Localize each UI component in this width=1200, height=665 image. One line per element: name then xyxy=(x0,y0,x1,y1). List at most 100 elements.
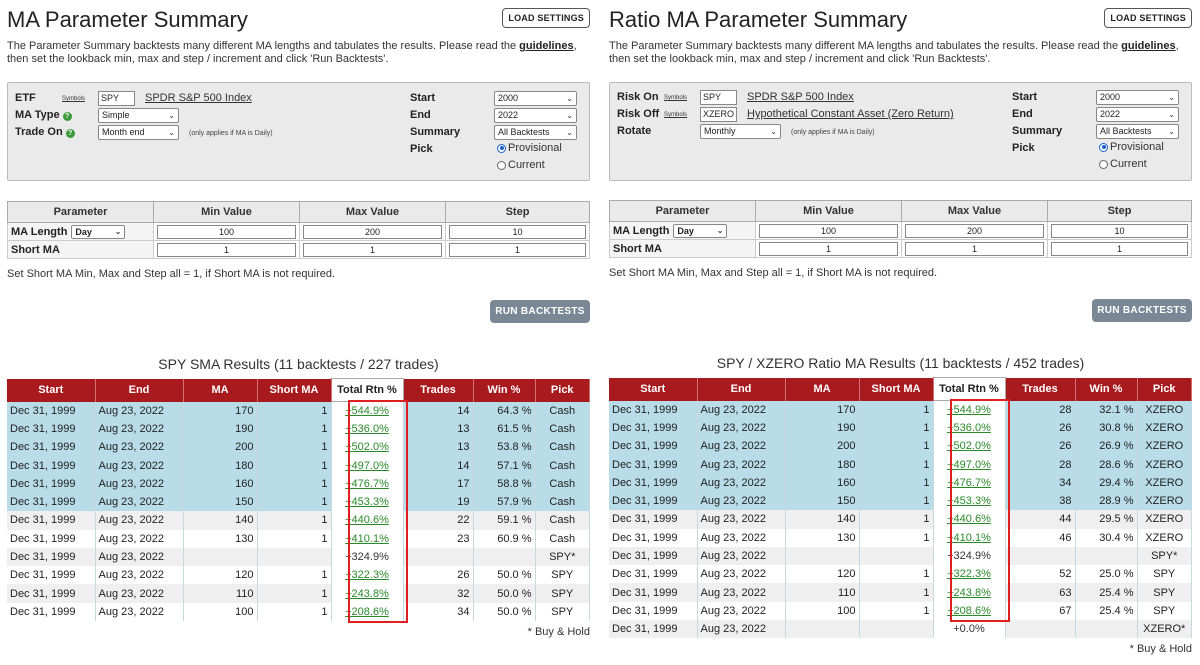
symbols-link[interactable]: Symbols xyxy=(62,96,86,102)
start-year-select[interactable]: 2000 ⌄ xyxy=(494,91,577,106)
total-return-link[interactable]: +502.0% xyxy=(947,440,991,453)
total-return-link[interactable]: +544.9% xyxy=(345,404,389,417)
table-row: Dec 31, 1999 Aug 23, 2022 140 1 +440.6% 44 29.… xyxy=(609,510,1192,529)
trades-header[interactable]: Trades xyxy=(1005,377,1076,401)
etf-symbol-input[interactable]: SPY xyxy=(98,91,135,106)
total-return-link[interactable]: +208.6% xyxy=(947,604,991,617)
total-return-link[interactable]: +497.0% xyxy=(345,459,389,472)
risk-on-name-link[interactable]: SPDR S&P 500 Index xyxy=(747,91,854,103)
total-return-cell: +208.6% xyxy=(933,601,1006,621)
ma-max-cell: 200 xyxy=(299,222,446,241)
pick-current-radio[interactable]: Current xyxy=(497,159,545,171)
ma-max-input[interactable]: 200 xyxy=(303,224,442,239)
win-pct-cell: 29.5 % xyxy=(1075,510,1138,529)
summary-select[interactable]: All Backtests ⌄ xyxy=(494,125,577,140)
total-return-link[interactable]: +410.1% xyxy=(345,532,389,545)
table-row: Dec 31, 1999 Aug 23, 2022 170 1 +544.9% 14 64.… xyxy=(7,401,590,420)
total-return-link[interactable]: +502.0% xyxy=(345,441,389,454)
start-header[interactable]: Start xyxy=(7,378,96,402)
total-return-header[interactable]: Total Rtn % xyxy=(932,377,1006,401)
short-max-input[interactable]: 1 xyxy=(303,242,442,257)
ma-step-input[interactable]: 10 xyxy=(1051,223,1188,238)
rotate-select[interactable]: Monthly ⌄ xyxy=(700,124,781,139)
end-header[interactable]: End xyxy=(95,378,184,402)
risk-off-name-link[interactable]: Hypothetical Constant Asset (Zero Return… xyxy=(747,108,954,120)
ma-length-unit-select[interactable]: Day ⌄ xyxy=(673,223,728,238)
end-year-select[interactable]: 2022 ⌄ xyxy=(494,108,577,123)
short-ma-header[interactable]: Short MA xyxy=(257,378,332,402)
total-return-link[interactable]: +208.6% xyxy=(345,605,389,618)
trade-on-select[interactable]: Month end ⌄ xyxy=(98,125,179,140)
win-pct-cell: 29.4 % xyxy=(1075,473,1138,492)
etf-name-link[interactable]: SPDR S&P 500 Index xyxy=(145,92,252,104)
symbols-link[interactable]: Symbols xyxy=(664,112,688,118)
ma-cell: 130 xyxy=(183,529,258,548)
win-pct-cell: 50.0 % xyxy=(473,602,536,622)
load-settings-button[interactable]: LOAD SETTINGS xyxy=(1104,8,1192,28)
pick-cell: SPY xyxy=(1137,601,1192,621)
ma-min-cell: 100 xyxy=(153,222,300,241)
table-row: Dec 31, 1999 Aug 23, 2022 160 1 +476.7% 34 29.… xyxy=(609,473,1192,492)
short-max-cell: 1 xyxy=(299,240,446,259)
pick-provisional-radio[interactable]: Provisional xyxy=(1099,141,1164,153)
short-min-input[interactable]: 1 xyxy=(759,241,898,256)
ma-type-select[interactable]: Simple ⌄ xyxy=(98,108,179,123)
pick-header[interactable]: Pick xyxy=(1137,377,1192,401)
total-return-link[interactable]: +536.0% xyxy=(345,422,389,435)
start-year-select[interactable]: 2000 ⌄ xyxy=(1096,90,1179,105)
total-return-link[interactable]: +440.6% xyxy=(345,514,389,527)
total-return-link[interactable]: +497.0% xyxy=(947,458,991,471)
short-min-input[interactable]: 1 xyxy=(157,242,296,257)
total-return-link[interactable]: +536.0% xyxy=(947,421,991,434)
total-return-link[interactable]: +453.3% xyxy=(947,495,991,508)
short-max-input[interactable]: 1 xyxy=(905,241,1044,256)
ma-header[interactable]: MA xyxy=(785,377,860,401)
total-return-link[interactable]: +410.1% xyxy=(947,531,991,544)
guidelines-link[interactable]: guidelines xyxy=(1121,40,1176,52)
short-ma-header[interactable]: Short MA xyxy=(859,377,934,401)
chevron-down-icon: ⌄ xyxy=(566,128,573,137)
ma-length-unit-select[interactable]: Day ⌄ xyxy=(71,224,126,239)
total-return-link[interactable]: +243.8% xyxy=(345,587,389,600)
risk-on-symbol-input[interactable]: SPY xyxy=(700,90,737,105)
ma-step-input[interactable]: 10 xyxy=(449,224,586,239)
help-icon[interactable]: ? xyxy=(62,112,72,121)
total-return-header[interactable]: Total Rtn % xyxy=(330,378,404,402)
run-backtests-button[interactable]: RUN BACKTESTS xyxy=(1092,299,1192,322)
pick-current-radio[interactable]: Current xyxy=(1099,158,1147,170)
symbols-link[interactable]: Symbols xyxy=(664,95,688,101)
ma-min-input[interactable]: 100 xyxy=(157,224,296,239)
end-year-select[interactable]: 2022 ⌄ xyxy=(1096,107,1179,122)
win-pct-header[interactable]: Win % xyxy=(473,378,536,402)
step-header: Step xyxy=(1047,200,1192,222)
total-return-link[interactable]: +243.8% xyxy=(947,586,991,599)
start-header[interactable]: Start xyxy=(609,377,698,401)
win-pct-header[interactable]: Win % xyxy=(1075,377,1138,401)
run-backtests-button[interactable]: RUN BACKTESTS xyxy=(490,300,590,323)
summary-select[interactable]: All Backtests ⌄ xyxy=(1096,124,1179,139)
risk-off-symbol-input[interactable]: XZERO xyxy=(700,107,737,122)
total-return-link[interactable]: +476.7% xyxy=(947,476,991,489)
total-return-link[interactable]: +544.9% xyxy=(947,403,991,416)
trades-header[interactable]: Trades xyxy=(403,378,474,402)
end-header[interactable]: End xyxy=(697,377,786,401)
short-step-input[interactable]: 1 xyxy=(449,242,586,257)
load-settings-button[interactable]: LOAD SETTINGS xyxy=(502,8,590,28)
total-return-link[interactable]: +476.7% xyxy=(345,477,389,490)
help-icon[interactable]: ? xyxy=(65,129,75,138)
intro-text-start: The Parameter Summary backtests many dif… xyxy=(609,40,1122,52)
pick-provisional-radio[interactable]: Provisional xyxy=(497,142,562,154)
ma-min-input[interactable]: 100 xyxy=(759,223,898,238)
end-cell: Aug 23, 2022 xyxy=(95,511,184,530)
ma-header[interactable]: MA xyxy=(183,378,258,402)
total-return-link[interactable]: +440.6% xyxy=(947,513,991,526)
pick-header[interactable]: Pick xyxy=(535,378,590,402)
short-step-input[interactable]: 1 xyxy=(1051,241,1188,256)
guidelines-link[interactable]: guidelines xyxy=(519,40,574,52)
total-return-link[interactable]: +322.3% xyxy=(345,569,389,582)
total-return-link[interactable]: +322.3% xyxy=(947,568,991,581)
win-pct-cell: 60.9 % xyxy=(473,529,536,548)
total-return-link[interactable]: +453.3% xyxy=(345,496,389,509)
trades-cell: 32 xyxy=(403,584,474,603)
ma-max-input[interactable]: 200 xyxy=(905,223,1044,238)
